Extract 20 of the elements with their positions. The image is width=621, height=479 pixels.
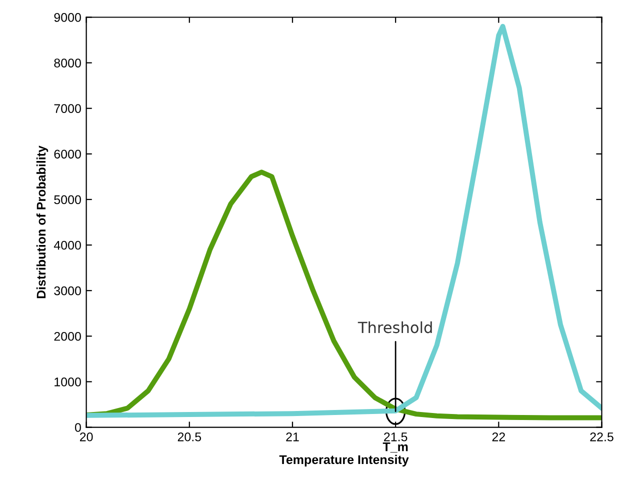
y-tick-label: 2000	[54, 332, 81, 341]
x-axis-title: Temperature Intensity	[279, 454, 409, 467]
y-tick-label: 0	[74, 423, 81, 432]
y-tick-label: 3000	[54, 286, 81, 296]
annotation: Threshold	[358, 321, 432, 334]
text: T_m	[382, 442, 408, 453]
y-tick-label: 5000	[54, 195, 81, 204]
x-tick-label: 20.5	[178, 432, 202, 442]
y-tick-label: 7000	[54, 104, 81, 114]
x-tick-label: 22.5	[590, 432, 614, 442]
x-tick-label: 20	[80, 432, 93, 442]
y-tick-label: 9000	[54, 13, 81, 22]
y-tick-label: 6000	[54, 150, 81, 159]
x-tick-label: 21	[286, 432, 299, 442]
y-tick-label: 8000	[54, 58, 81, 68]
y-tick-label: 1000	[54, 378, 81, 386]
y-tick-label: 4000	[54, 240, 81, 250]
x-tick-label: 22	[492, 432, 505, 442]
x-tick-label: 21.5	[384, 432, 408, 442]
y-axis-title: Distribution of Probability	[36, 146, 48, 298]
